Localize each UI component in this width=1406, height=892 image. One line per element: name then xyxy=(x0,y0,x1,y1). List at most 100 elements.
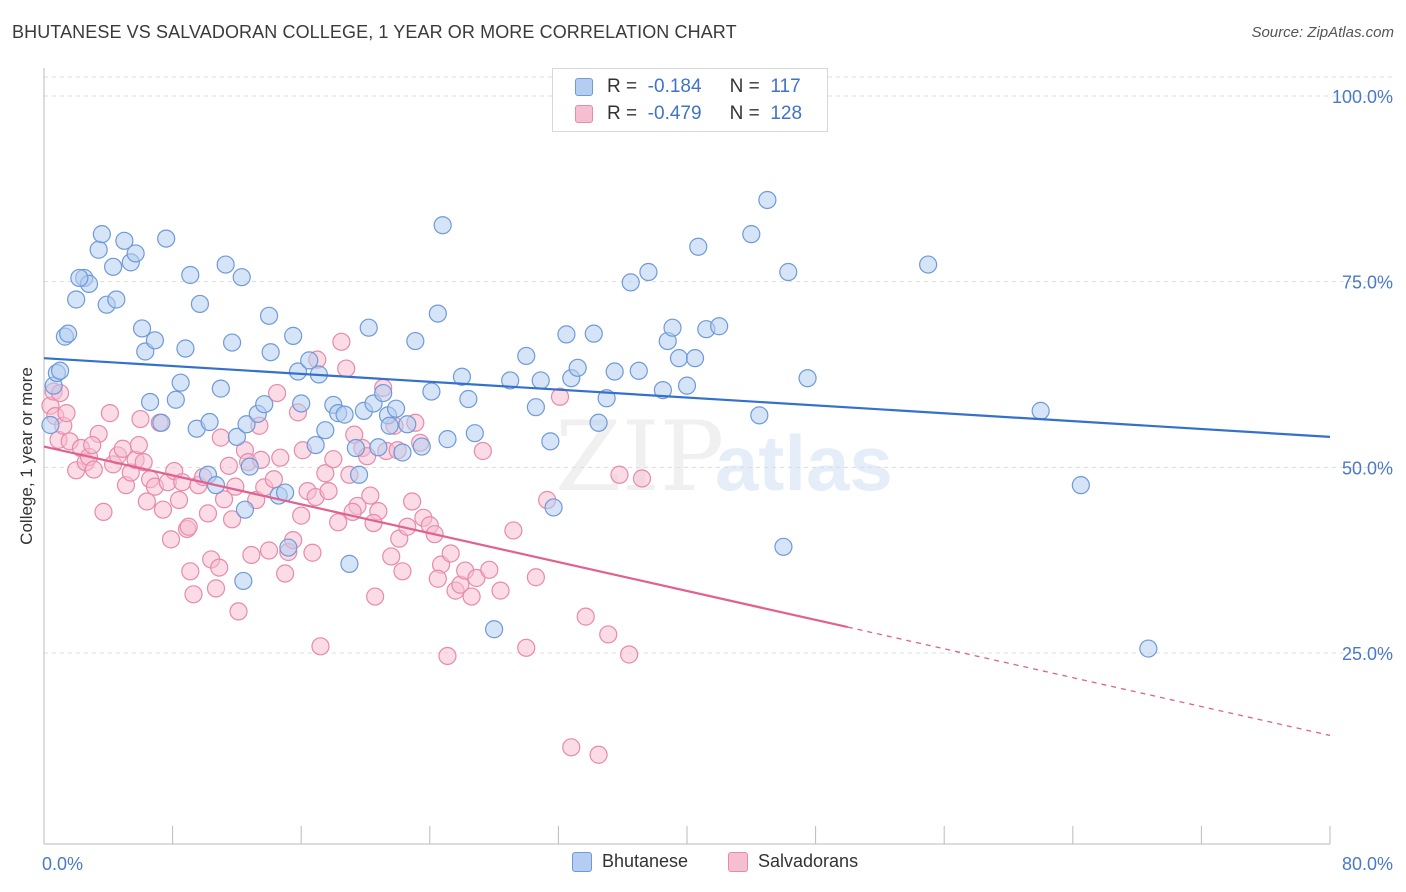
data-point xyxy=(115,231,134,250)
data-point xyxy=(292,506,311,525)
series-legend: Bhutanese Salvadorans xyxy=(0,851,1406,877)
data-point xyxy=(364,513,383,533)
data-point xyxy=(632,469,652,488)
data-point xyxy=(459,389,478,409)
legend-n-label: N = xyxy=(729,76,760,97)
data-point xyxy=(92,225,111,244)
watermark-atlas: atlas xyxy=(715,419,893,507)
data-point xyxy=(669,349,689,368)
data-point xyxy=(750,406,769,425)
data-point xyxy=(190,294,210,314)
data-point xyxy=(131,409,150,429)
data-point xyxy=(166,390,185,409)
data-point xyxy=(126,244,145,263)
data-point xyxy=(337,359,356,378)
data-point xyxy=(798,369,817,388)
data-point xyxy=(211,428,230,447)
data-point xyxy=(264,470,283,489)
data-point xyxy=(222,333,242,352)
data-point xyxy=(59,324,78,343)
data-point xyxy=(422,382,441,401)
x-tick-label: 0.0% xyxy=(42,854,83,874)
data-point xyxy=(237,415,256,434)
data-point xyxy=(181,265,200,285)
data-point xyxy=(259,541,279,560)
data-point xyxy=(152,413,171,432)
data-point xyxy=(107,290,126,309)
data-point xyxy=(438,646,457,666)
data-point xyxy=(774,537,793,556)
data-point xyxy=(240,457,259,476)
data-point xyxy=(214,490,234,509)
data-point xyxy=(599,625,618,644)
watermark: ZIP atlas xyxy=(555,401,893,513)
data-point xyxy=(1139,639,1158,658)
data-point xyxy=(222,510,242,529)
data-point xyxy=(557,325,576,344)
data-point xyxy=(685,349,705,368)
data-point xyxy=(1031,401,1050,420)
data-point xyxy=(316,464,335,483)
data-point xyxy=(467,568,486,588)
x-tick-label: 80.0% xyxy=(1342,854,1393,874)
data-point xyxy=(374,383,393,403)
legend-row-salvadorans: R = -0.479 N = 128 xyxy=(575,102,802,126)
data-point xyxy=(369,438,388,457)
data-point xyxy=(491,581,510,600)
data-point xyxy=(403,492,422,511)
data-point xyxy=(161,530,181,549)
data-point xyxy=(562,738,581,757)
chart-title: BHUTANESE VS SALVADORAN COLLEGE, 1 YEAR … xyxy=(12,22,737,42)
data-point xyxy=(428,569,447,588)
trend-line-salvadorans xyxy=(43,445,848,629)
data-point xyxy=(597,389,616,408)
data-point xyxy=(526,398,545,417)
data-point xyxy=(382,547,401,566)
stats-legend: R = -0.184 N = 117 R = -0.479 N = 128 xyxy=(552,68,828,132)
data-point xyxy=(261,343,280,362)
data-point xyxy=(57,404,76,423)
legend-item-bhutanese[interactable]: Bhutanese xyxy=(572,851,688,872)
legend-r-label: R = xyxy=(607,76,638,97)
data-point xyxy=(300,351,319,370)
data-point xyxy=(267,383,287,403)
legend-row-bhutanese: R = -0.184 N = 117 xyxy=(575,75,801,99)
data-point xyxy=(465,424,484,443)
data-point xyxy=(349,465,369,484)
data-point xyxy=(380,416,399,435)
legend-label-bhutanese: Bhutanese xyxy=(602,851,689,871)
watermark-zip: ZIP xyxy=(555,401,724,513)
data-point xyxy=(100,404,120,423)
data-point xyxy=(324,450,343,469)
data-point xyxy=(433,216,452,235)
legend-item-salvadorans[interactable]: Salvadorans xyxy=(728,851,858,872)
data-point xyxy=(104,257,123,276)
data-point xyxy=(621,273,640,292)
data-point xyxy=(742,225,761,244)
legend-n-label: N = xyxy=(729,103,760,124)
gridlines xyxy=(44,76,1392,654)
data-point xyxy=(504,521,523,540)
data-point xyxy=(340,554,359,573)
data-point xyxy=(406,331,425,351)
y-axis-label: College, 1 year or more xyxy=(17,367,36,545)
data-point xyxy=(132,319,152,338)
axes xyxy=(43,68,1331,845)
data-point xyxy=(134,453,153,472)
data-point xyxy=(316,421,335,440)
legend-swatch-bhutanese xyxy=(572,851,592,872)
data-point xyxy=(428,304,447,323)
data-point xyxy=(576,607,595,626)
data-point xyxy=(67,290,86,309)
legend-swatch-blue xyxy=(575,78,593,96)
data-point xyxy=(271,448,290,467)
data-point xyxy=(140,392,160,412)
data-point xyxy=(541,432,560,451)
data-point xyxy=(288,362,308,381)
data-point xyxy=(181,562,200,581)
data-point xyxy=(329,513,348,532)
data-point xyxy=(169,490,189,510)
data-point xyxy=(610,465,629,484)
data-point xyxy=(438,430,457,449)
data-point xyxy=(710,317,729,336)
